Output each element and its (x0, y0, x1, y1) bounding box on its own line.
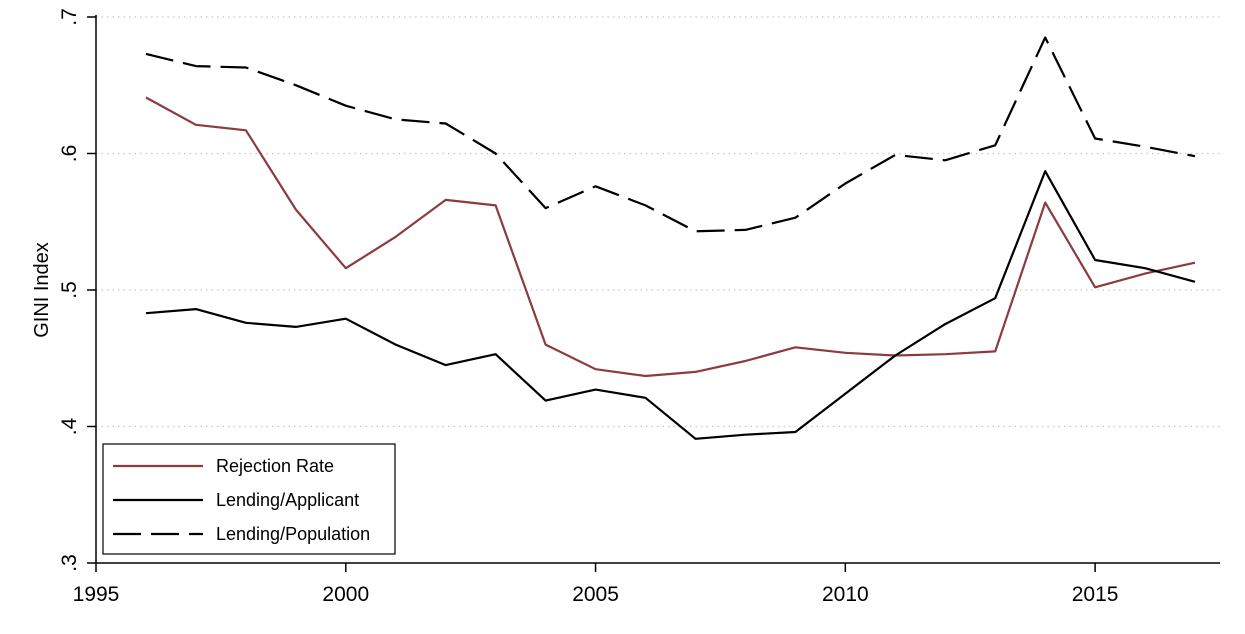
y-ticks: .3 .4 .5 .6 .7 (58, 8, 96, 572)
legend-label: Lending/Applicant (216, 490, 359, 510)
series-line-lending-population (145, 36, 1196, 233)
x-tick-label: 2000 (322, 583, 369, 606)
x-tick-label: 2005 (572, 583, 619, 606)
y-tick-label: .4 (58, 417, 81, 435)
series-lines (145, 36, 1196, 440)
x-ticks: 1995 2000 2005 2010 2015 (73, 563, 1119, 606)
x-tick-label: 2010 (822, 583, 869, 606)
x-tick-label: 2015 (1072, 583, 1119, 606)
y-tick-label: .7 (58, 8, 81, 26)
series-line-rejection-rate (145, 96, 1196, 378)
gridlines (96, 16, 1220, 428)
legend: Rejection Rate Lending/Applicant Lending/P… (102, 443, 396, 555)
legend-label: Rejection Rate (216, 456, 334, 476)
axes (95, 15, 1220, 564)
y-tick-label: .3 (58, 554, 81, 572)
series-line-lending-applicant (145, 170, 1196, 440)
legend-label: Lending/Population (216, 524, 370, 544)
y-tick-label: .6 (58, 145, 81, 163)
x-tick-label: 1995 (73, 583, 120, 606)
y-tick-label: .5 (58, 281, 81, 299)
y-axis-title: GINI Index (31, 242, 53, 338)
